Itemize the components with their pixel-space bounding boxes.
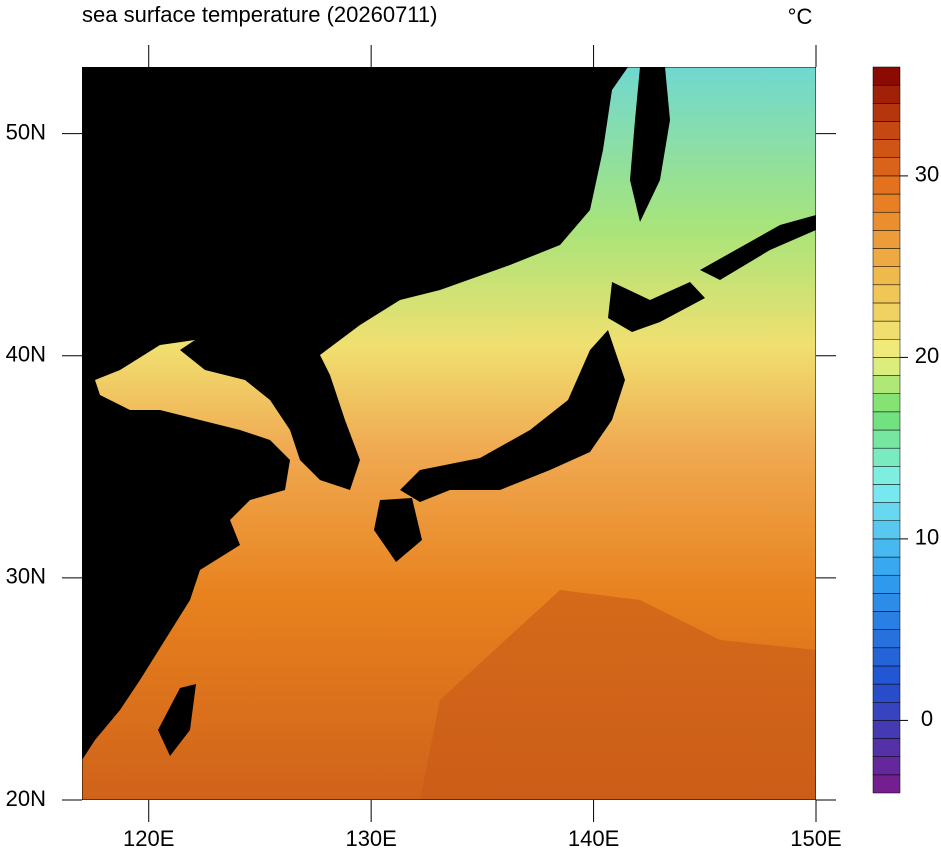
x-tick-label: 130E	[345, 826, 396, 851]
colorbar-band	[872, 320, 901, 340]
y-tick-label: 40N	[6, 342, 46, 367]
colorbar-band	[872, 429, 901, 449]
colorbar-band	[872, 175, 901, 195]
colorbar-tick-label: 10	[915, 525, 939, 550]
colorbar-band	[872, 629, 901, 649]
colorbar-band	[872, 393, 901, 413]
colorbar-band	[872, 683, 901, 703]
colorbar-band	[872, 302, 901, 322]
x-tick-label: 140E	[568, 826, 619, 851]
colorbar-band	[872, 520, 901, 540]
colorbar-band	[872, 66, 901, 86]
colorbar-band	[872, 756, 901, 776]
colorbar-band	[872, 103, 901, 122]
colorbar-band	[872, 266, 901, 286]
colorbar-band	[872, 357, 901, 376]
colorbar-tick-label: 30	[915, 162, 939, 187]
warm-pool	[420, 590, 816, 800]
colorbar-band	[872, 121, 901, 140]
colorbar-band	[872, 375, 901, 394]
colorbar-band	[872, 284, 901, 304]
colorbar-tick-label: 0	[921, 706, 933, 731]
colorbar-band	[872, 502, 901, 522]
y-tick-label: 50N	[6, 119, 46, 144]
colorbar-band	[872, 466, 901, 485]
colorbar-band	[872, 193, 901, 213]
y-tick-label: 20N	[6, 786, 46, 811]
colorbar-band	[872, 665, 901, 685]
colorbar-band	[872, 574, 901, 594]
colorbar-band	[872, 157, 901, 177]
map	[82, 67, 816, 800]
title: sea surface temperature (20260711)	[82, 2, 437, 27]
colorbar: 0 10 20 30	[872, 66, 939, 794]
colorbar-band	[872, 593, 901, 612]
unit: °C	[788, 4, 813, 29]
colorbar-band	[872, 139, 901, 159]
colorbar-tick-label: 20	[915, 343, 939, 368]
colorbar-band	[872, 720, 901, 739]
colorbar-band	[872, 538, 901, 558]
colorbar-band	[872, 647, 901, 667]
colorbar-band	[872, 230, 901, 249]
colorbar-band	[872, 738, 901, 757]
y-tick-label: 30N	[6, 564, 46, 589]
colorbar-band	[872, 611, 901, 630]
x-tick-label: 120E	[123, 826, 174, 851]
colorbar-band	[872, 411, 901, 431]
colorbar-band	[872, 774, 901, 794]
colorbar-band	[872, 339, 901, 358]
colorbar-band	[872, 84, 901, 104]
colorbar-band	[872, 211, 901, 231]
colorbar-band	[872, 556, 901, 576]
land	[82, 67, 816, 760]
x-tick-label: 150E	[790, 826, 841, 851]
axes: 120E 130E 140E 150E 20N 30N 40N 50N	[6, 45, 842, 851]
colorbar-band	[872, 702, 901, 721]
colorbar-band	[872, 447, 901, 467]
colorbar-band	[872, 248, 901, 267]
colorbar-band	[872, 484, 901, 503]
